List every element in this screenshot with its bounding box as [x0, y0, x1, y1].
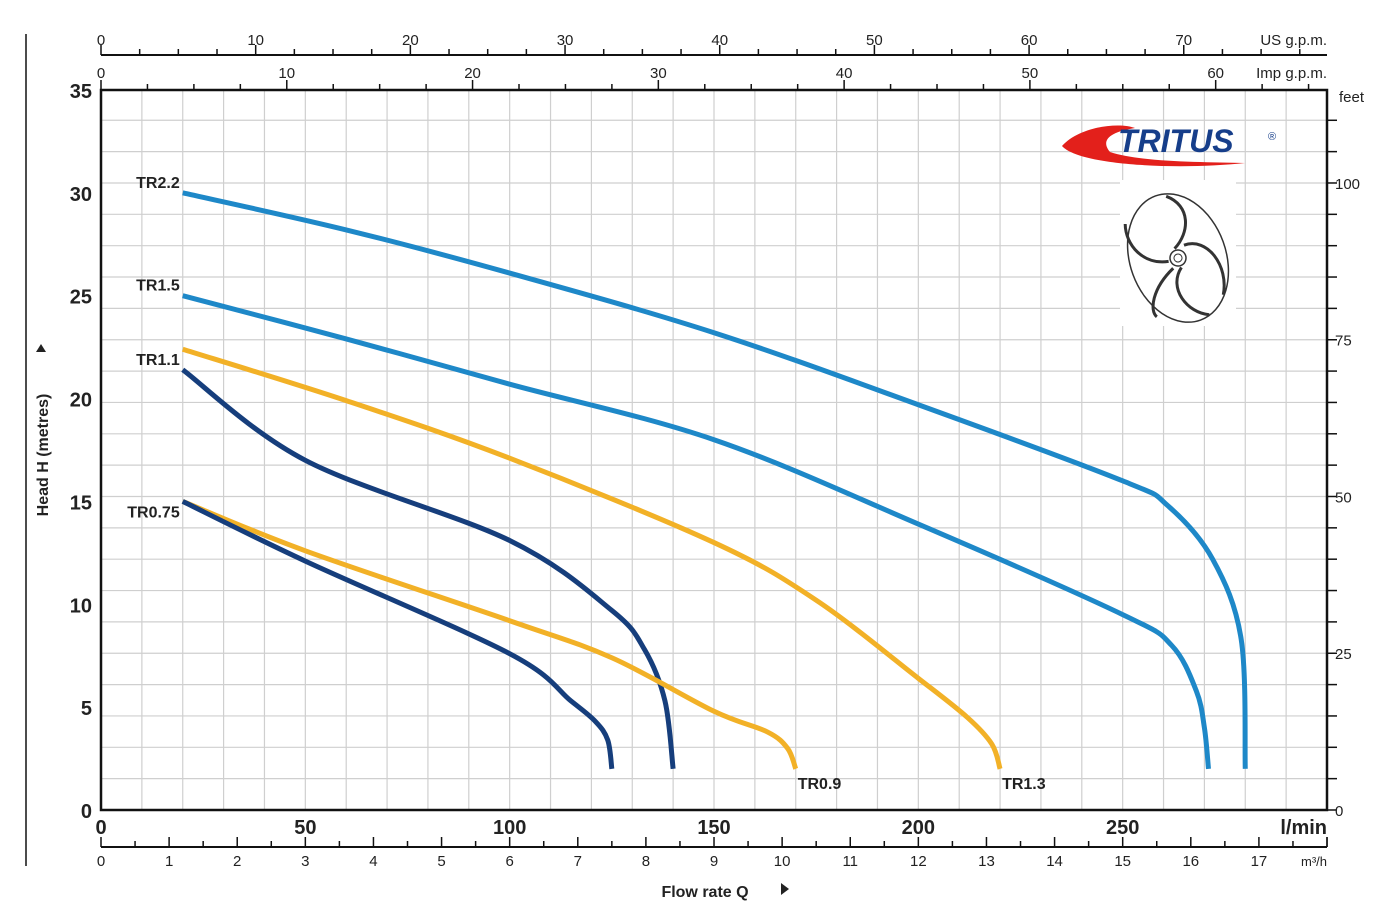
imp-gpm-tick-label: 30	[650, 65, 667, 82]
plot-frame	[99, 88, 1329, 812]
feet-tick-label: 100	[1335, 176, 1360, 193]
m3h-tick-label: 8	[642, 853, 650, 870]
series-line-TR0.75	[181, 499, 615, 770]
us-gpm-tick-label: 50	[866, 32, 883, 49]
tritus-logo: TRITUS ®	[1062, 123, 1276, 167]
m3h-tick-label: 10	[774, 853, 791, 870]
m3h-tick-label: 1	[165, 853, 173, 870]
x-unit-label: l/min	[1280, 817, 1327, 839]
feet-tick-label: 75	[1335, 333, 1352, 350]
series-label: TR2.2	[136, 175, 180, 192]
x-tick-label: 150	[697, 817, 730, 839]
m3h-unit-label: m³/h	[1301, 854, 1327, 869]
y-tick-label: 25	[70, 287, 92, 309]
y-tick-label: 30	[70, 184, 92, 206]
y-tick-label: 15	[70, 492, 92, 514]
y-tick-label: 10	[70, 595, 92, 617]
imp-gpm-tick-label: 10	[278, 65, 295, 82]
arrow-right-icon	[781, 883, 789, 895]
m3h-tick-label: 16	[1182, 853, 1199, 870]
impeller-icon	[1120, 180, 1236, 326]
y-axis-label: Head H (metres)	[35, 394, 52, 517]
m3h-tick-label: 4	[369, 853, 377, 870]
imp-gpm-tick-label: 60	[1207, 65, 1224, 82]
m3h-tick-label: 15	[1114, 853, 1131, 870]
m3h-tick-label: 11	[842, 853, 858, 870]
feet-tick-label: 0	[1335, 803, 1343, 820]
y-tick-label: 20	[70, 390, 92, 412]
m3h-tick-label: 12	[910, 853, 927, 870]
us-gpm-tick-label: 60	[1021, 32, 1038, 49]
imp-gpm-tick-label: 50	[1022, 65, 1039, 82]
series-line-TR1.3	[181, 346, 1003, 770]
series-line-TR1.1	[181, 367, 676, 770]
series-label: TR0.75	[127, 504, 180, 521]
m3h-tick-label: 6	[506, 853, 514, 870]
series-label: TR1.5	[136, 278, 180, 295]
imp-gpm-tick-label: 40	[836, 65, 853, 82]
m3h-tick-label: 14	[1046, 853, 1063, 870]
us-gpm-tick-label: 20	[402, 32, 419, 49]
x-axis-label: Flow rate Q	[661, 884, 748, 901]
m3h-tick-label: 0	[97, 853, 105, 870]
logo-text: TRITUS	[1118, 123, 1234, 159]
y-tick-label: 5	[81, 698, 92, 720]
arrow-up-icon	[36, 344, 46, 352]
m3h-tick-label: 13	[978, 853, 995, 870]
us-gpm-unit-label: US g.p.m.	[1260, 32, 1327, 49]
x-tick-label: 100	[493, 817, 526, 839]
series-line-TR0.9	[181, 499, 799, 770]
x-tick-label: 250	[1106, 817, 1139, 839]
series-line-TR2.2	[182, 190, 1248, 769]
feet-unit-label: feet	[1339, 89, 1365, 106]
feet-tick-label: 50	[1335, 489, 1352, 506]
us-gpm-tick-label: 40	[711, 32, 728, 49]
m3h-tick-label: 7	[574, 853, 582, 870]
m3h-tick-label: 3	[301, 853, 309, 870]
us-gpm-tick-label: 0	[97, 32, 105, 49]
x-tick-label: 50	[294, 817, 316, 839]
us-gpm-tick-label: 70	[1175, 32, 1192, 49]
x-tick-label: 0	[95, 817, 106, 839]
logo-mark: ®	[1268, 131, 1276, 143]
series-label: TR1.3	[1002, 776, 1046, 793]
curves: TR2.2 TR1.5 TR1.3 TR1.1 TR0.9 TR0.75	[127, 175, 1248, 793]
y-tick-label: 0	[81, 801, 92, 823]
m3h-tick-label: 9	[710, 853, 718, 870]
imp-gpm-unit-label: Imp g.p.m.	[1256, 65, 1327, 82]
series-label: TR0.9	[798, 776, 842, 793]
feet-tick-label: 25	[1335, 646, 1352, 663]
imp-gpm-tick-label: 20	[464, 65, 481, 82]
us-gpm-tick-label: 30	[557, 32, 574, 49]
imp-gpm-tick-label: 0	[97, 65, 105, 82]
m3h-tick-label: 5	[437, 853, 445, 870]
series-label: TR1.1	[136, 352, 180, 369]
m3h-tick-label: 17	[1251, 853, 1268, 870]
y-tick-label: 35	[70, 81, 92, 103]
us-gpm-tick-label: 10	[247, 32, 264, 49]
series-line-TR1.5	[182, 293, 1211, 770]
m3h-tick-label: 2	[233, 853, 241, 870]
x-tick-label: 200	[902, 817, 935, 839]
